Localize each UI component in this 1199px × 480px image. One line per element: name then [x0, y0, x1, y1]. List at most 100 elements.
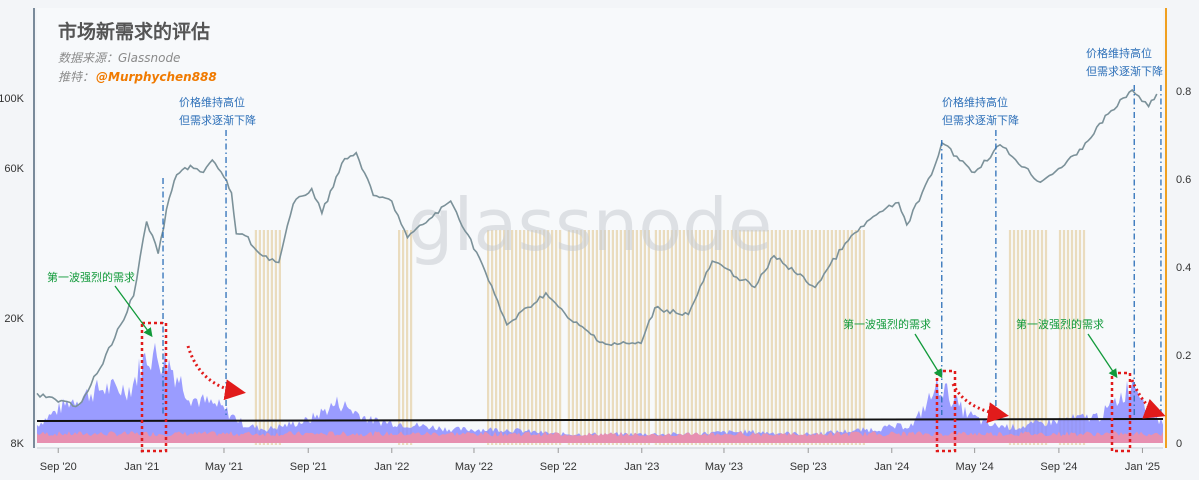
highlight-band: [258, 230, 261, 445]
highlight-band: [591, 230, 594, 445]
highlight-band: [1032, 230, 1036, 445]
data-source: 数据来源：Glassnode: [58, 51, 180, 65]
author-handle: @Murphychen888: [96, 70, 217, 84]
base-series-area: [37, 431, 1163, 443]
highlight-band: [607, 230, 610, 445]
green-annotation-arrow: [1087, 333, 1118, 379]
highlight-band: [511, 230, 514, 445]
highlight-band: [654, 230, 657, 445]
highlight-band: [826, 230, 829, 445]
x-tick-label: Jan '24: [874, 461, 909, 473]
highlight-band: [410, 230, 413, 445]
red-highlight-box: [140, 321, 168, 453]
annotation-price-high: 价格维持高位: [942, 95, 1008, 109]
highlight-band: [507, 230, 510, 445]
green-annotation-arrow: [114, 285, 153, 338]
highlight-band: [519, 230, 522, 445]
highlight-band: [583, 230, 586, 445]
x-tick-label: May '24: [956, 461, 994, 473]
highlight-band: [1078, 230, 1082, 445]
annotation-demand-decline: 但需求逐渐下降: [179, 113, 256, 127]
highlight-band: [495, 230, 498, 445]
highlight-band: [1036, 230, 1040, 445]
red-dotted-arrow: [951, 383, 1009, 424]
chart-title: 市场新需求的评估: [58, 20, 210, 43]
highlight-band: [814, 230, 817, 445]
x-tick-label: Jan '23: [624, 461, 659, 473]
highlight-band: [611, 230, 614, 445]
highlight-band: [778, 230, 781, 445]
highlight-band: [774, 230, 777, 445]
highlight-band: [1044, 230, 1048, 445]
highlight-band: [770, 230, 773, 445]
highlight-band: [639, 230, 642, 445]
highlight-band: [806, 230, 809, 445]
highlight-band: [738, 230, 741, 445]
highlight-band: [1058, 230, 1062, 445]
highlight-band: [678, 230, 681, 445]
highlight-band: [1008, 230, 1012, 445]
y-left-tick-label: 20K: [4, 313, 24, 325]
highlight-band: [515, 230, 518, 445]
highlight-band: [603, 230, 606, 445]
highlight-band: [762, 230, 765, 445]
highlight-band: [499, 230, 502, 445]
highlight-band: [754, 230, 757, 445]
y-left-tick-label: 8K: [11, 438, 25, 450]
highlight-band: [575, 230, 578, 445]
y-right-tick-label: 0.6: [1176, 174, 1191, 186]
highlight-band: [822, 230, 825, 445]
highlight-band: [750, 230, 753, 445]
highlight-band: [615, 230, 618, 445]
highlight-band: [571, 230, 574, 445]
highlight-band: [535, 230, 538, 445]
highlight-band: [270, 230, 273, 445]
highlight-band: [854, 230, 857, 445]
highlight-band: [595, 230, 598, 445]
highlight-band: [850, 230, 853, 445]
highlight-band: [810, 230, 813, 445]
x-tick-label: Sep '23: [790, 461, 827, 473]
demand-series-area: [37, 342, 1163, 443]
highlight-band: [627, 230, 630, 445]
highlight-band: [666, 230, 669, 445]
highlight-band: [503, 230, 506, 445]
annotation-first-demand-wave: 第一波强烈的需求: [1016, 317, 1104, 331]
y-right-tick-label: 0: [1176, 438, 1182, 450]
highlight-band: [734, 230, 737, 445]
x-tick-label: May '23: [705, 461, 743, 473]
highlight-band: [682, 230, 685, 445]
highlight-band: [846, 230, 849, 445]
highlight-band: [487, 230, 490, 445]
highlight-band: [543, 230, 546, 445]
annotation-first-demand-wave: 第一波强烈的需求: [843, 317, 931, 331]
highlight-band: [1082, 230, 1086, 445]
annotation-price-high: 价格维持高位: [179, 95, 245, 109]
threshold-line: [36, 417, 1164, 422]
x-tick-label: May '22: [455, 461, 493, 473]
highlight-band: [398, 230, 401, 445]
annotation-first-demand-wave: 第一波强烈的需求: [47, 270, 135, 284]
highlight-band: [531, 230, 534, 445]
highlight-band: [643, 230, 646, 445]
highlight-band: [670, 230, 673, 445]
highlight-band: [830, 230, 833, 445]
highlight-band: [834, 230, 837, 445]
y-right-tick-label: 0.2: [1176, 350, 1191, 362]
highlight-band: [587, 230, 590, 445]
highlight-band: [790, 230, 793, 445]
highlight-band: [698, 230, 701, 445]
highlight-band: [555, 230, 558, 445]
red-highlight-box: [935, 369, 957, 453]
highlight-band: [858, 230, 861, 445]
x-tick-label: Sep '22: [540, 461, 577, 473]
highlight-band: [567, 230, 570, 445]
highlight-band: [766, 230, 769, 445]
highlight-band: [702, 230, 705, 445]
highlight-band: [523, 230, 526, 445]
highlight-band: [1028, 230, 1032, 445]
highlight-band: [786, 230, 789, 445]
highlight-band: [794, 230, 797, 445]
author-prefix: 推特：: [58, 70, 94, 84]
